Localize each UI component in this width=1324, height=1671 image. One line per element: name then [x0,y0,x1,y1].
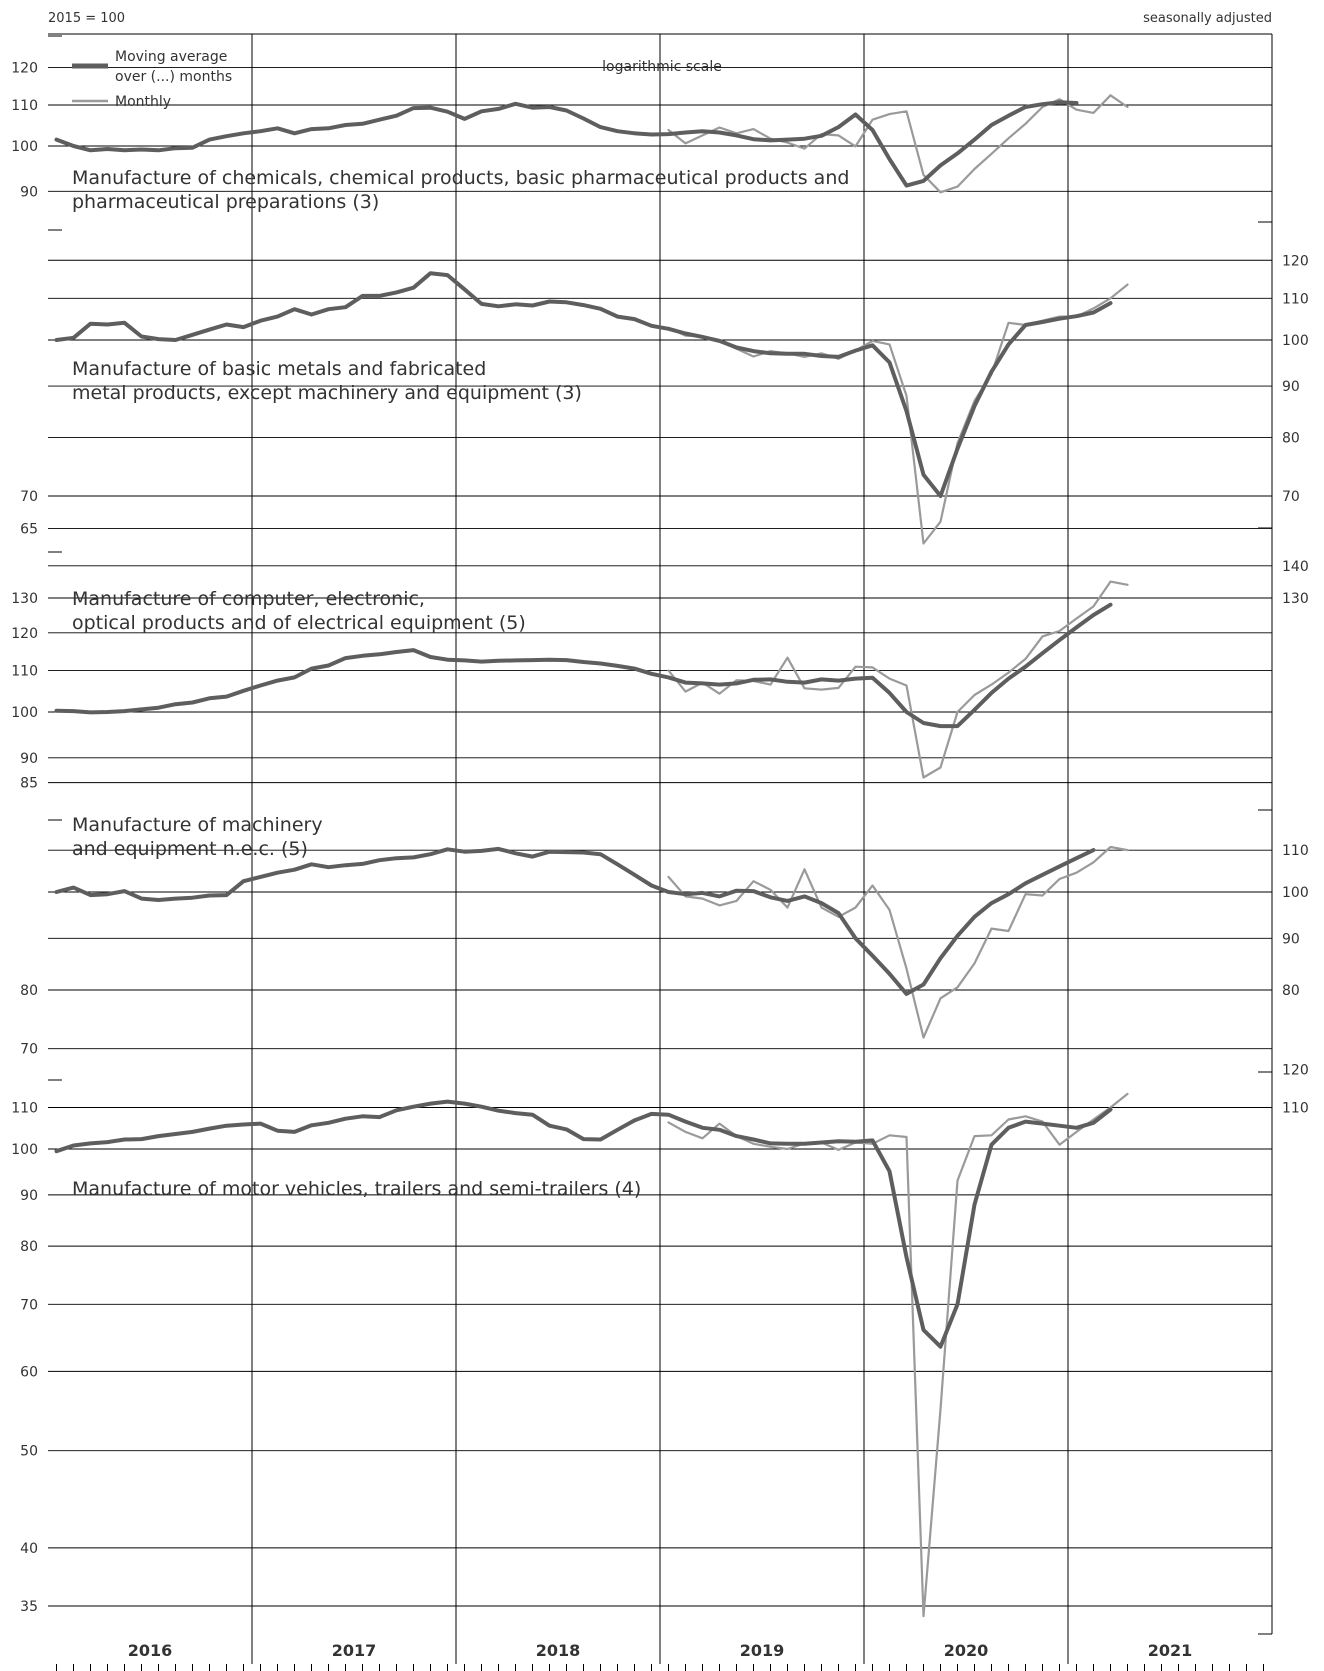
y-tick-label-right: 100 [1282,333,1309,349]
y-tick-label-right: 90 [1282,931,1300,947]
panel-title: Manufacture of computer, electronic, [72,588,425,610]
y-tick-label-left: 50 [20,1444,38,1460]
x-year-label: 2017 [332,1641,377,1660]
y-tick-label-right: 120 [1282,1063,1309,1079]
legend-moving-average-label-line2: over (...) months [115,69,232,85]
legend-moving-average-label: Moving average [115,49,227,65]
y-tick-label-left: 65 [20,521,38,537]
y-tick-label-left: 70 [20,489,38,505]
moving-average-line [54,602,1113,729]
moving-average-line [54,100,1079,188]
monthly-line [667,283,1129,545]
legend-monthly-label: Monthly [115,94,171,110]
logarithmic-scale-label: logarithmic scale [602,59,722,75]
monthly-line [667,1092,1129,1618]
seasonally-adjusted-label: seasonally adjusted [1143,11,1272,26]
moving-average-line [54,1099,1113,1349]
y-tick-label-left: 120 [11,626,38,642]
y-tick-label-left: 110 [11,1101,38,1117]
y-tick-label-left: 110 [11,664,38,680]
series-layer [54,94,1129,1618]
y-tick-label-right: 100 [1282,885,1309,901]
legend: Moving average over (...) months Monthly [72,49,232,110]
y-tick-label-right: 110 [1282,843,1309,859]
y-tick-label-right: 80 [1282,431,1300,447]
panel-title: Manufacture of basic metals and fabricat… [72,358,486,380]
x-year-label: 2020 [944,1641,989,1660]
moving-average-line [54,271,1113,498]
y-tick-label-left: 90 [20,184,38,200]
y-tick-label-right: 120 [1282,253,1309,269]
panel-title: pharmaceutical preparations (3) [72,191,379,213]
y-tick-label-left: 130 [11,591,38,607]
x-year-label: 2016 [128,1641,173,1660]
y-tick-label-left: 80 [20,983,38,999]
y-tick-label-left: 90 [20,751,38,767]
y-tick-label-right: 90 [1282,379,1300,395]
y-tick-label-right: 140 [1282,559,1309,575]
panel-title: Manufacture of motor vehicles, trailers … [72,1178,641,1200]
panel-title: metal products, except machinery and equ… [72,382,582,404]
x-year-label: 2019 [740,1641,785,1660]
y-tick-label-left: 80 [20,1239,38,1255]
y-tick-label-left: 85 [20,776,38,792]
y-tick-label-right: 110 [1282,1101,1309,1117]
moving-average-line [54,846,1096,996]
base-index-label: 2015 = 100 [48,11,125,26]
y-tick-label-left: 90 [20,1188,38,1204]
label-layer: 90 100 110 120 Manufacture of chemicals, che… [11,61,1308,1615]
grid-layer [48,33,1273,1664]
monthly-line [667,580,1129,779]
y-tick-label-right: 110 [1282,291,1309,307]
y-tick-label-left: 100 [11,1142,38,1158]
x-year-label: 2021 [1148,1641,1193,1660]
y-tick-label-left: 40 [20,1541,38,1557]
y-tick-label-left: 60 [20,1364,38,1380]
y-tick-label-left: 70 [20,1042,38,1058]
y-tick-label-right: 130 [1282,591,1309,607]
panel-title: optical products and of electrical equip… [72,612,526,634]
y-tick-label-right: 80 [1282,983,1300,999]
y-tick-label-left: 110 [11,98,38,114]
panel-title: and equipment n.e.c. (5) [72,838,308,860]
x-year-label: 2018 [536,1641,581,1660]
x-axis: 2016 2017 2018 2019 2020 2021 [56,1641,1264,1671]
y-tick-label-left: 35 [20,1599,38,1615]
y-tick-label-right: 70 [1282,489,1300,505]
panel-title: Manufacture of chemicals, chemical produ… [72,167,849,189]
y-tick-label-left: 70 [20,1297,38,1313]
monthly-line [667,845,1129,1039]
y-tick-label-left: 100 [11,139,38,155]
panel-title: Manufacture of machinery [72,814,323,836]
y-tick-label-left: 100 [11,705,38,721]
y-tick-label-left: 120 [11,61,38,77]
